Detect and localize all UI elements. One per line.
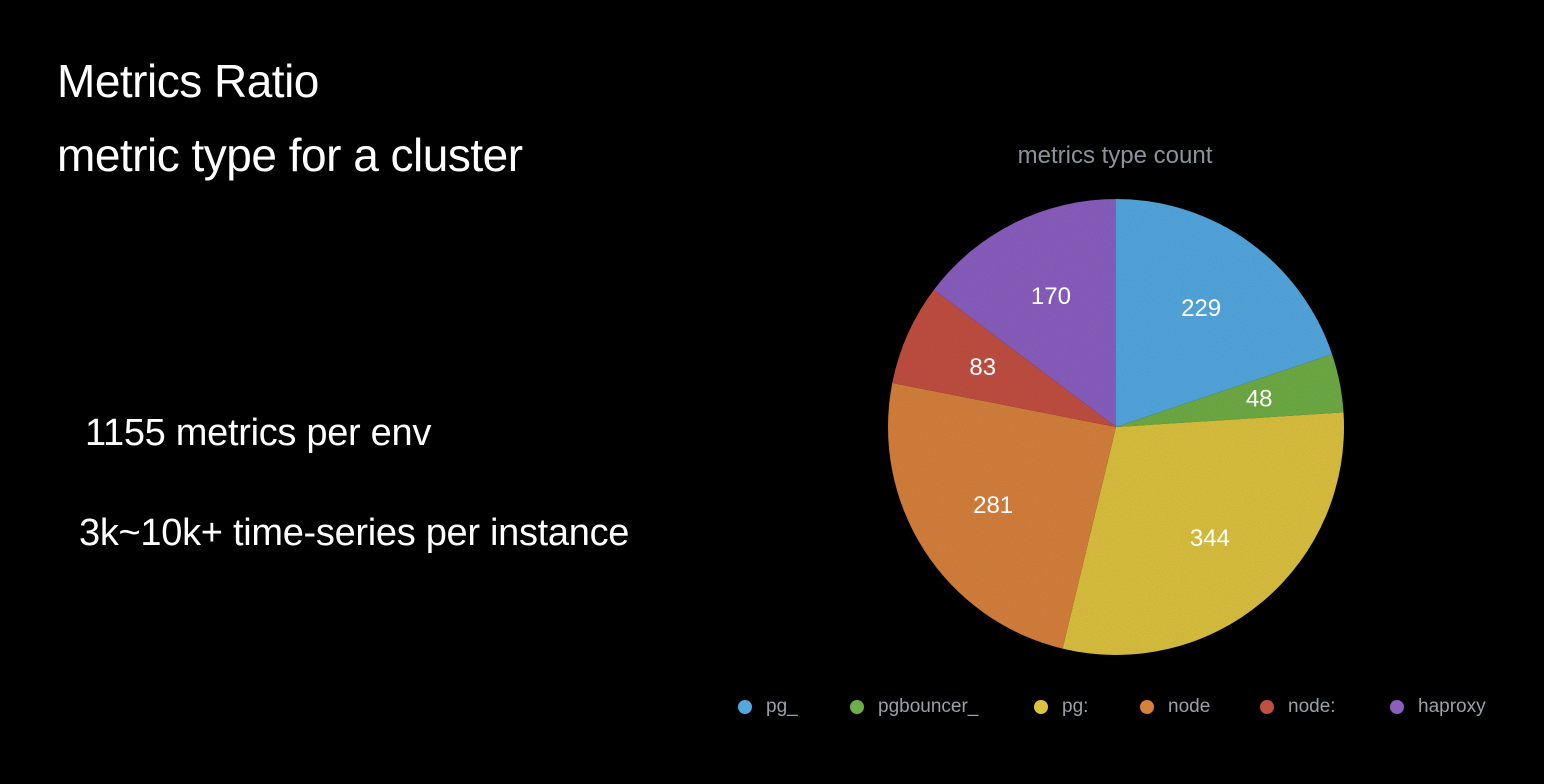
pie-slice-1 — [1116, 354, 1344, 427]
legend-dot-icon — [1140, 700, 1154, 714]
chart-legend: pg_ pgbouncer_ pg: node node: haproxy — [738, 692, 1518, 722]
metrics-per-env-text: 1155 metrics per env — [85, 412, 432, 454]
legend-item-2[interactable]: pg: — [1034, 692, 1088, 722]
legend-item-5[interactable]: haproxy — [1390, 692, 1486, 722]
pie-slices — [888, 199, 1344, 655]
title-block: Metrics Ratio metric type for a cluster — [57, 44, 523, 192]
pie-data-label-0: 229 — [1181, 295, 1221, 322]
pie-slice-3 — [888, 382, 1116, 649]
chart-title: metrics type count — [1017, 142, 1213, 169]
legend-label: haproxy — [1418, 696, 1486, 717]
pie-slice-4 — [892, 289, 1116, 427]
pie-data-label-1: 48 — [1246, 385, 1273, 412]
pie-data-label-3: 281 — [973, 492, 1013, 519]
slide-subtitle: metric type for a cluster — [57, 129, 523, 181]
legend-dot-icon — [1260, 700, 1274, 714]
pie-chart-area: metrics type count 229 48 344 281 83 170 pg_ p… — [720, 130, 1520, 730]
legend-dot-icon — [1390, 700, 1404, 714]
legend-label: node: — [1288, 696, 1336, 717]
legend-item-4[interactable]: node: — [1260, 692, 1336, 722]
legend-item-1[interactable]: pgbouncer_ — [850, 692, 978, 722]
legend-label: pgbouncer_ — [878, 696, 979, 717]
legend-dot-icon — [1034, 700, 1048, 714]
pie-slice-5 — [933, 199, 1116, 427]
pie-data-labels: 229 48 344 281 83 170 — [969, 283, 1272, 552]
legend-label: pg_ — [766, 696, 798, 717]
pie-slice-0 — [1116, 199, 1333, 427]
pie-chart: 229 48 344 281 83 170 — [888, 199, 1344, 655]
legend-label: node — [1168, 696, 1211, 717]
slide-title: Metrics Ratio — [57, 55, 319, 107]
legend-dot-icon — [850, 700, 864, 714]
pie-slice-2 — [1062, 412, 1344, 655]
legend-dot-icon — [738, 700, 752, 714]
pie-data-label-5: 170 — [1031, 283, 1071, 310]
legend-label: pg: — [1062, 696, 1089, 717]
pie-data-label-2: 344 — [1190, 525, 1230, 552]
time-series-per-instance-text: 3k~10k+ time-series per instance — [79, 512, 630, 554]
legend-item-0[interactable]: pg_ — [738, 692, 798, 722]
legend-item-3[interactable]: node — [1140, 692, 1210, 722]
pie-data-label-4: 83 — [969, 354, 996, 381]
